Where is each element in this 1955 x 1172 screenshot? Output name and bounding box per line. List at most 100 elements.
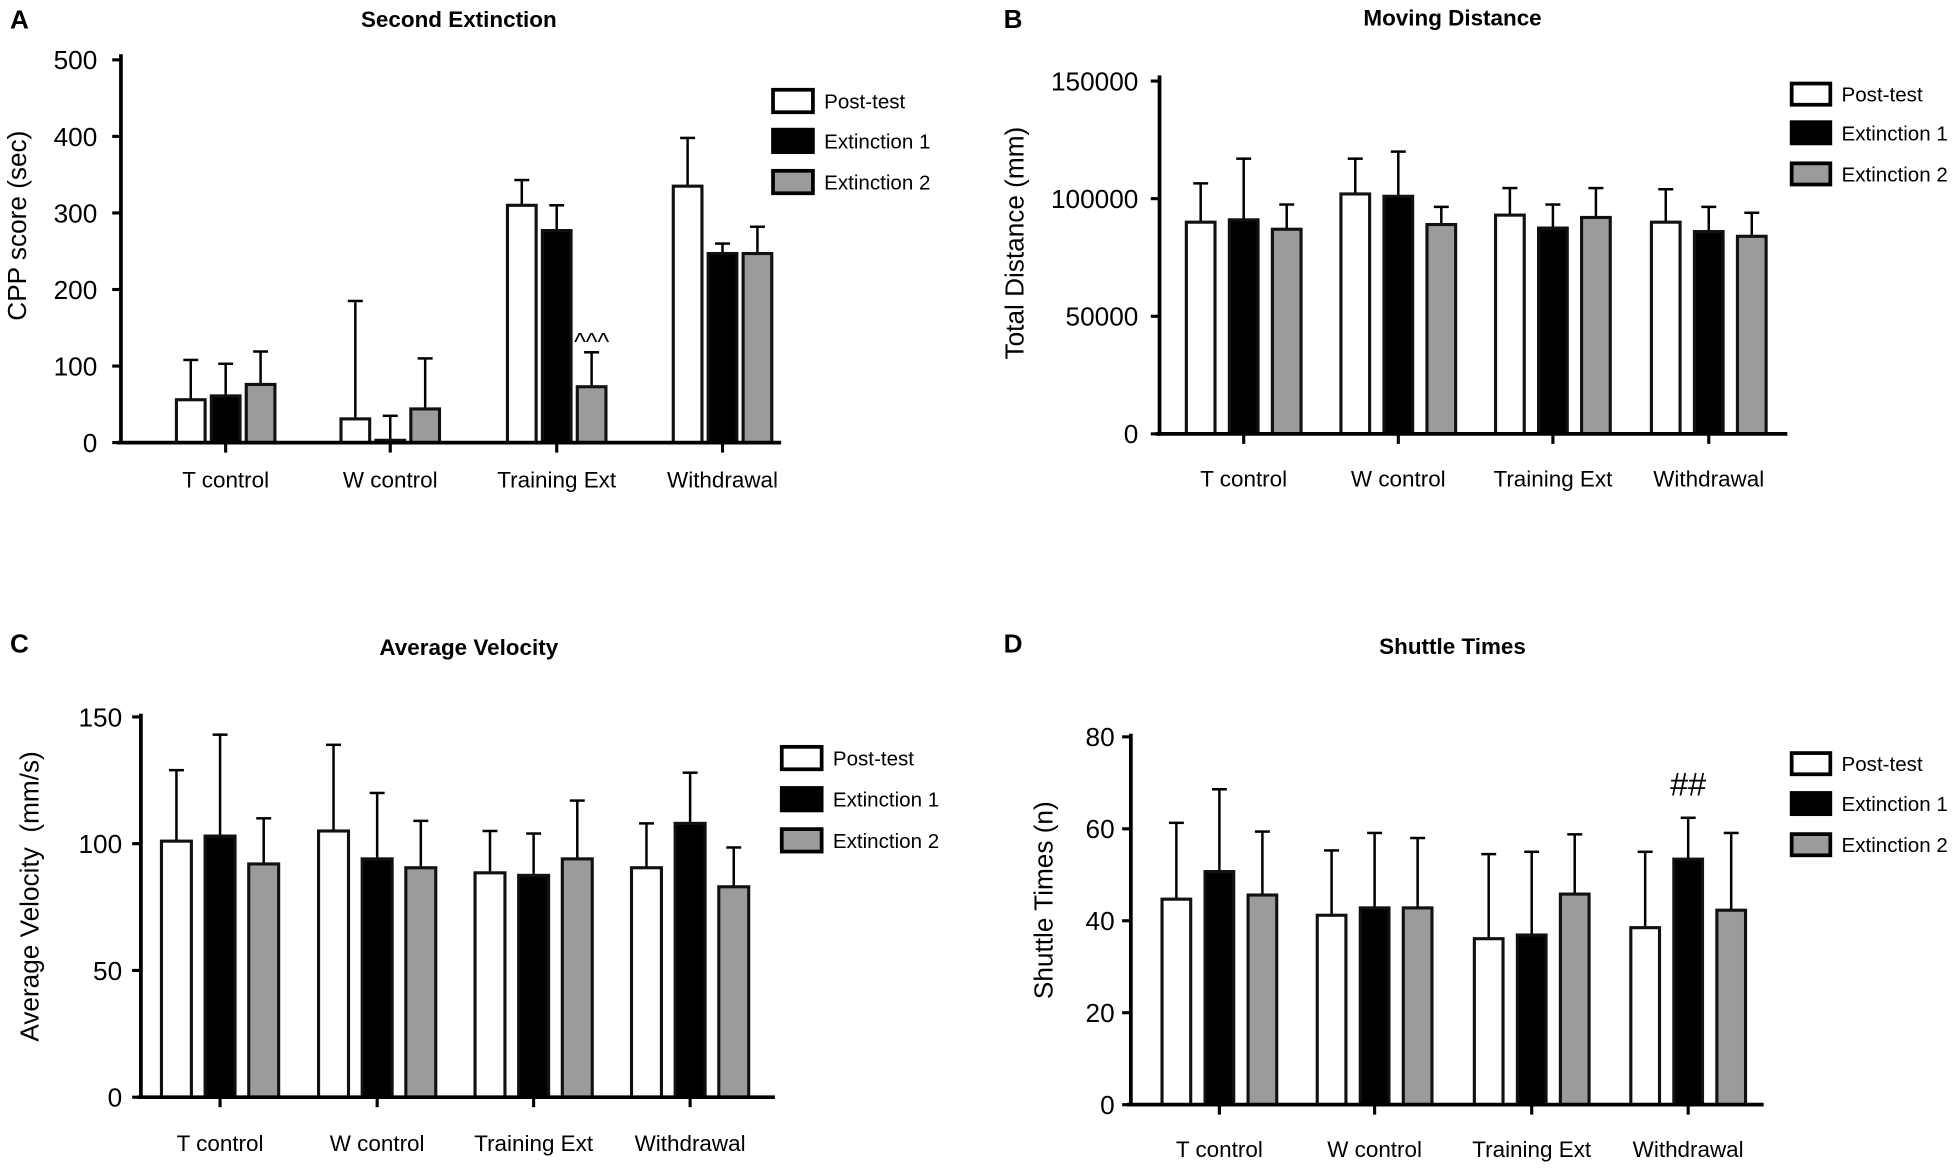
chart-title: Second Extinction <box>361 7 557 32</box>
x-tick-label-t-control: T control <box>1176 1137 1263 1162</box>
bar-w-control-extinction-1 <box>360 857 394 1099</box>
legend-label-extinction-2: Extinction 2 <box>833 830 939 853</box>
panel-b: B Moving Distance Total Distance (mm) 0 5… <box>1000 4 1948 491</box>
y-axis-label: Total Distance (mm) <box>1000 127 1030 360</box>
legend-label-extinction-1: Extinction 1 <box>1842 122 1948 145</box>
legend-label-extinction-2: Extinction 2 <box>824 172 930 195</box>
bar-training-ext-extinction-2 <box>560 857 594 1099</box>
y-tick-label: 100 <box>54 351 98 381</box>
legend-swatch-extinction-1 <box>1789 791 1833 817</box>
legend-label-post-test: Post-test <box>833 748 914 771</box>
bar-t-control-post-test <box>1160 897 1193 1107</box>
y-tick-label: 80 <box>1086 722 1115 752</box>
x-tick-label-withdrawal: Withdrawal <box>635 1131 746 1156</box>
x-tick-label-w-control: W control <box>1351 466 1446 491</box>
significance-annotation: ^^^ <box>574 328 609 356</box>
panel-letter: C <box>10 629 29 659</box>
legend-swatch-post-test <box>1789 81 1833 107</box>
bar-t-control-extinction-1 <box>203 834 237 1099</box>
bar-training-ext-extinction-2 <box>1558 892 1591 1107</box>
legend-swatch-extinction-2 <box>771 168 815 196</box>
legend-swatch-extinction-1 <box>1789 120 1833 146</box>
bar-t-control-post-test <box>174 398 207 445</box>
bar-t-control-post-test <box>1184 220 1217 436</box>
y-tick-label: 60 <box>1086 814 1115 844</box>
x-tick-label-withdrawal: Withdrawal <box>667 468 778 493</box>
y-tick-label: 150 <box>79 702 123 732</box>
legend-swatch-post-test <box>771 87 815 115</box>
bar-t-control-extinction-1 <box>1227 218 1260 436</box>
bar-w-control-extinction-1 <box>1358 906 1391 1107</box>
bar-w-control-extinction-2 <box>1425 222 1458 436</box>
panel-letter: B <box>1004 4 1023 34</box>
bar-training-ext-extinction-1 <box>1515 933 1548 1107</box>
bar-w-control-post-test <box>339 417 372 445</box>
bar-w-control-extinction-1 <box>1382 194 1415 436</box>
y-axis-label: Shuttle Times (n) <box>1028 801 1058 999</box>
bar-w-control-post-test <box>317 829 351 1099</box>
bar-withdrawal-extinction-2 <box>717 885 751 1099</box>
legend-label-extinction-1: Extinction 1 <box>824 130 930 153</box>
bar-training-ext-extinction-1 <box>517 873 551 1099</box>
legend-label-extinction-2: Extinction 2 <box>1842 163 1948 186</box>
y-tick-label: 0 <box>1124 419 1139 449</box>
legend-label-extinction-2: Extinction 2 <box>1842 834 1948 857</box>
bar-withdrawal-post-test <box>1649 220 1682 436</box>
legend-swatch-post-test <box>779 744 824 772</box>
x-tick-label-w-control: W control <box>1327 1137 1422 1162</box>
bar-w-control-extinction-2 <box>409 407 442 445</box>
chart-title: Average Velocity <box>379 635 558 660</box>
bar-t-control-extinction-2 <box>244 382 277 445</box>
bar-w-control-extinction-2 <box>1401 906 1434 1107</box>
legend-swatch-extinction-2 <box>779 827 824 854</box>
y-tick-label: 500 <box>54 45 98 75</box>
bar-training-ext-post-test <box>1493 213 1526 436</box>
bar-withdrawal-post-test <box>629 866 663 1099</box>
legend-label-extinction-1: Extinction 1 <box>1842 793 1948 816</box>
panel-d: D Shuttle Times Shuttle Times (n) 0 20 40 6… <box>1004 629 1948 1162</box>
legend-swatch-extinction-1 <box>779 786 824 813</box>
legend-swatch-extinction-2 <box>1789 832 1833 858</box>
bar-withdrawal-extinction-1 <box>1692 230 1725 436</box>
x-tick-label-t-control: T control <box>177 1131 264 1156</box>
bar-w-control-post-test <box>1315 913 1348 1107</box>
x-tick-label-withdrawal: Withdrawal <box>1653 466 1764 491</box>
x-tick-label-t-control: T control <box>182 468 269 493</box>
y-tick-label: 50 <box>93 956 122 986</box>
y-tick-label: 50000 <box>1066 302 1139 332</box>
y-tick-label: 150000 <box>1051 66 1138 96</box>
y-tick-label: 100000 <box>1051 184 1138 214</box>
bar-t-control-extinction-1 <box>209 394 242 445</box>
legend-label-post-test: Post-test <box>1842 84 1923 107</box>
y-tick-label: 300 <box>54 198 98 228</box>
bar-training-ext-extinction-2 <box>1580 215 1612 436</box>
bar-withdrawal-post-test <box>671 184 704 445</box>
legend-label-post-test: Post-test <box>1842 753 1923 776</box>
bar-t-control-extinction-2 <box>1246 893 1279 1107</box>
x-tick-label-t-control: T control <box>1200 466 1287 491</box>
y-tick-label: 40 <box>1086 906 1115 936</box>
y-tick-label: 0 <box>108 1083 123 1113</box>
bar-withdrawal-extinction-1 <box>673 821 707 1099</box>
y-tick-label: 100 <box>79 829 123 859</box>
bar-withdrawal-extinction-2 <box>1735 234 1768 436</box>
y-axis-label: CPP score (sec) <box>2 131 32 321</box>
x-tick-label-w-control: W control <box>343 468 438 493</box>
bar-training-ext-post-test <box>473 871 507 1099</box>
panel-letter: A <box>10 5 29 35</box>
legend-label-extinction-1: Extinction 1 <box>833 789 939 812</box>
legend-swatch-extinction-2 <box>1789 161 1833 187</box>
significance-annotation: ## <box>1670 766 1706 802</box>
bar-t-control-extinction-2 <box>247 862 281 1099</box>
bar-training-ext-post-test <box>505 203 538 445</box>
bar-training-ext-extinction-1 <box>540 229 573 445</box>
y-tick-label: 0 <box>1100 1090 1115 1120</box>
bar-withdrawal-extinction-1 <box>1672 857 1705 1107</box>
chart-title: Moving Distance <box>1363 6 1541 31</box>
x-tick-label-training-ext: Training Ext <box>1472 1137 1592 1162</box>
x-tick-label-training-ext: Training Ext <box>1493 466 1613 491</box>
panel-a: A Second Extinction CPP score (sec) 0 100… <box>2 5 930 493</box>
legend-swatch-post-test <box>1789 751 1833 777</box>
y-tick-label: 0 <box>83 428 98 458</box>
